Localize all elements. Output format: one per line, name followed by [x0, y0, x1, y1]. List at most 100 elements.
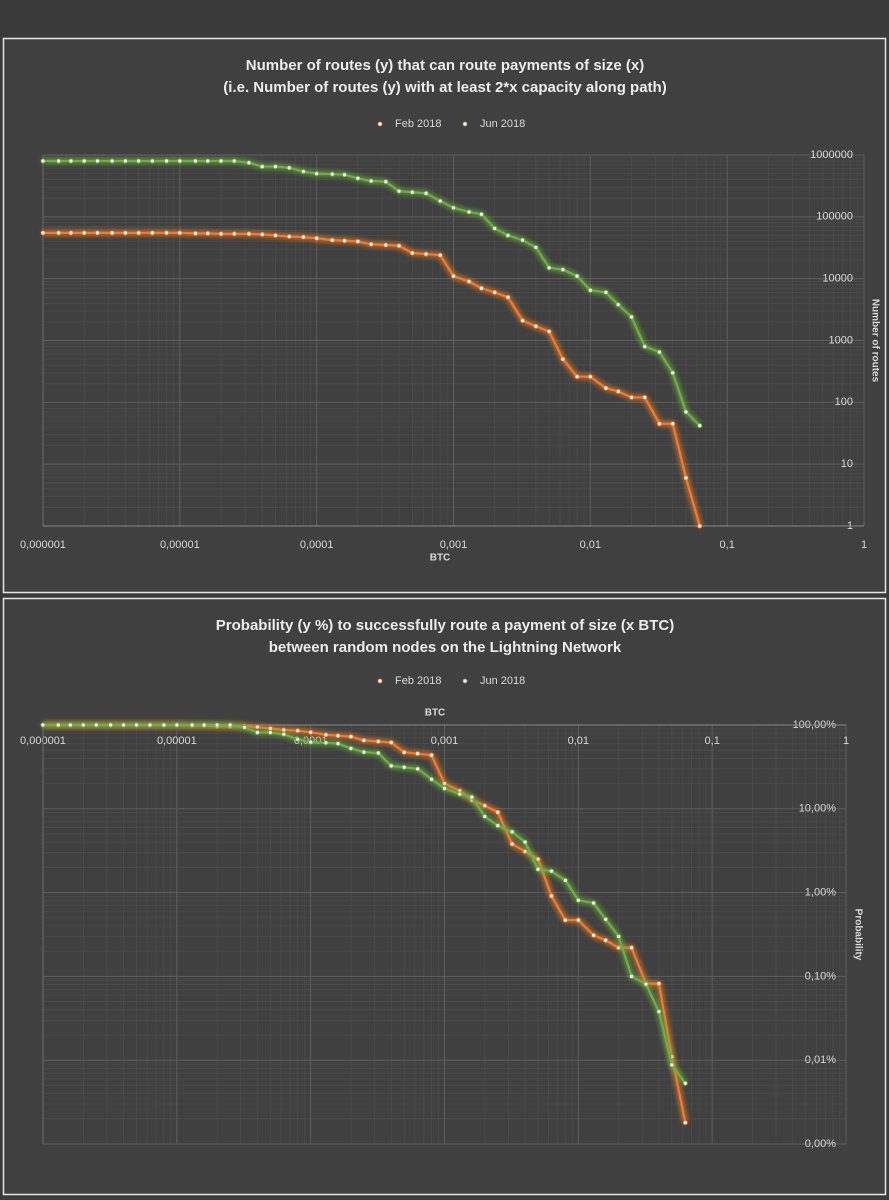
data-point [109, 230, 115, 236]
data-point [56, 230, 61, 236]
x-tick-label: 0,000001 [20, 539, 66, 551]
data-point [442, 786, 447, 791]
legend-label: Jun 2018 [480, 675, 525, 687]
data-point [308, 739, 314, 745]
chart-title: between random nodes on the Lightning Ne… [269, 639, 622, 656]
data-point [231, 231, 237, 237]
data-point [218, 158, 224, 164]
data-point [348, 734, 354, 740]
data-point [423, 190, 429, 196]
data-point [301, 169, 306, 174]
data-point [549, 868, 554, 874]
data-point [409, 250, 415, 256]
data-point [401, 764, 407, 770]
data-point [642, 344, 648, 349]
data-point [629, 395, 634, 400]
data-point [505, 294, 511, 300]
data-point [301, 234, 306, 240]
x-tick-label: 0,01 [568, 735, 589, 747]
data-point [375, 750, 381, 756]
data-point [368, 178, 374, 184]
data-point [656, 1009, 662, 1015]
data-point [629, 314, 634, 320]
data-point [495, 809, 501, 815]
data-point [177, 158, 183, 164]
y-tick-label: 100 [835, 396, 853, 408]
data-point [308, 729, 314, 735]
data-point [93, 722, 99, 728]
data-point [177, 230, 183, 236]
data-point [479, 285, 484, 291]
y-tick-label: 1000 [829, 334, 853, 346]
data-point [642, 395, 648, 400]
data-point [246, 231, 252, 237]
data-point [522, 849, 528, 854]
y-tick-label: 100000 [816, 211, 853, 223]
data-point [495, 823, 501, 829]
data-point [520, 237, 526, 243]
data-point [161, 722, 167, 728]
data-point [281, 727, 287, 733]
data-point [342, 172, 347, 178]
data-point [423, 251, 429, 257]
data-point [535, 866, 541, 872]
y-tick-label: 1000000 [810, 149, 853, 161]
data-point [67, 722, 73, 728]
x-axis-title: BTC [430, 553, 451, 564]
data-point [683, 475, 689, 481]
data-point [482, 803, 488, 809]
data-point [40, 158, 46, 164]
data-point [149, 158, 155, 164]
data-point [242, 724, 247, 730]
y-axis-title: Probability [852, 909, 863, 961]
data-point [286, 234, 292, 239]
data-point [295, 736, 301, 742]
data-point [437, 252, 443, 258]
x-tick-label: 0,1 [705, 735, 720, 747]
data-point [68, 230, 74, 236]
data-point [509, 841, 515, 847]
data-point [469, 794, 475, 800]
data-point [273, 164, 278, 169]
data-point [451, 205, 456, 211]
data-point [587, 287, 593, 293]
data-point [121, 722, 126, 728]
data-point [429, 752, 434, 758]
data-point [361, 749, 367, 755]
data-point [246, 160, 252, 166]
data-point [81, 158, 87, 164]
data-point [429, 776, 434, 782]
data-point [218, 231, 224, 237]
x-tick-label: 1 [843, 735, 849, 747]
y-tick-label: 10 [841, 458, 853, 470]
data-point [697, 523, 703, 529]
data-point [388, 763, 394, 769]
data-point [616, 934, 622, 939]
data-point [587, 374, 593, 380]
data-point [535, 856, 541, 862]
data-point [335, 733, 341, 739]
data-point [697, 423, 703, 429]
data-point [643, 981, 649, 987]
data-point [451, 273, 456, 279]
legend-label: Jun 2018 [480, 118, 525, 130]
data-point [656, 981, 662, 987]
data-point [520, 318, 526, 323]
data-point [329, 171, 335, 177]
data-point [231, 158, 237, 164]
data-point [205, 230, 211, 236]
data-point [267, 730, 273, 735]
data-point [682, 1120, 688, 1126]
data-point [437, 198, 443, 204]
data-point [68, 158, 74, 164]
data-point [255, 730, 260, 735]
data-point [342, 238, 347, 244]
y-tick-label: 10000 [822, 273, 853, 285]
data-point [603, 385, 609, 391]
data-point [323, 740, 329, 746]
data-point [95, 158, 100, 164]
data-point [396, 188, 402, 194]
data-point [482, 814, 488, 819]
data-point [314, 235, 320, 241]
